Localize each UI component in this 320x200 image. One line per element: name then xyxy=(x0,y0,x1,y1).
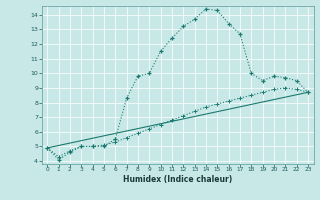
X-axis label: Humidex (Indice chaleur): Humidex (Indice chaleur) xyxy=(123,175,232,184)
